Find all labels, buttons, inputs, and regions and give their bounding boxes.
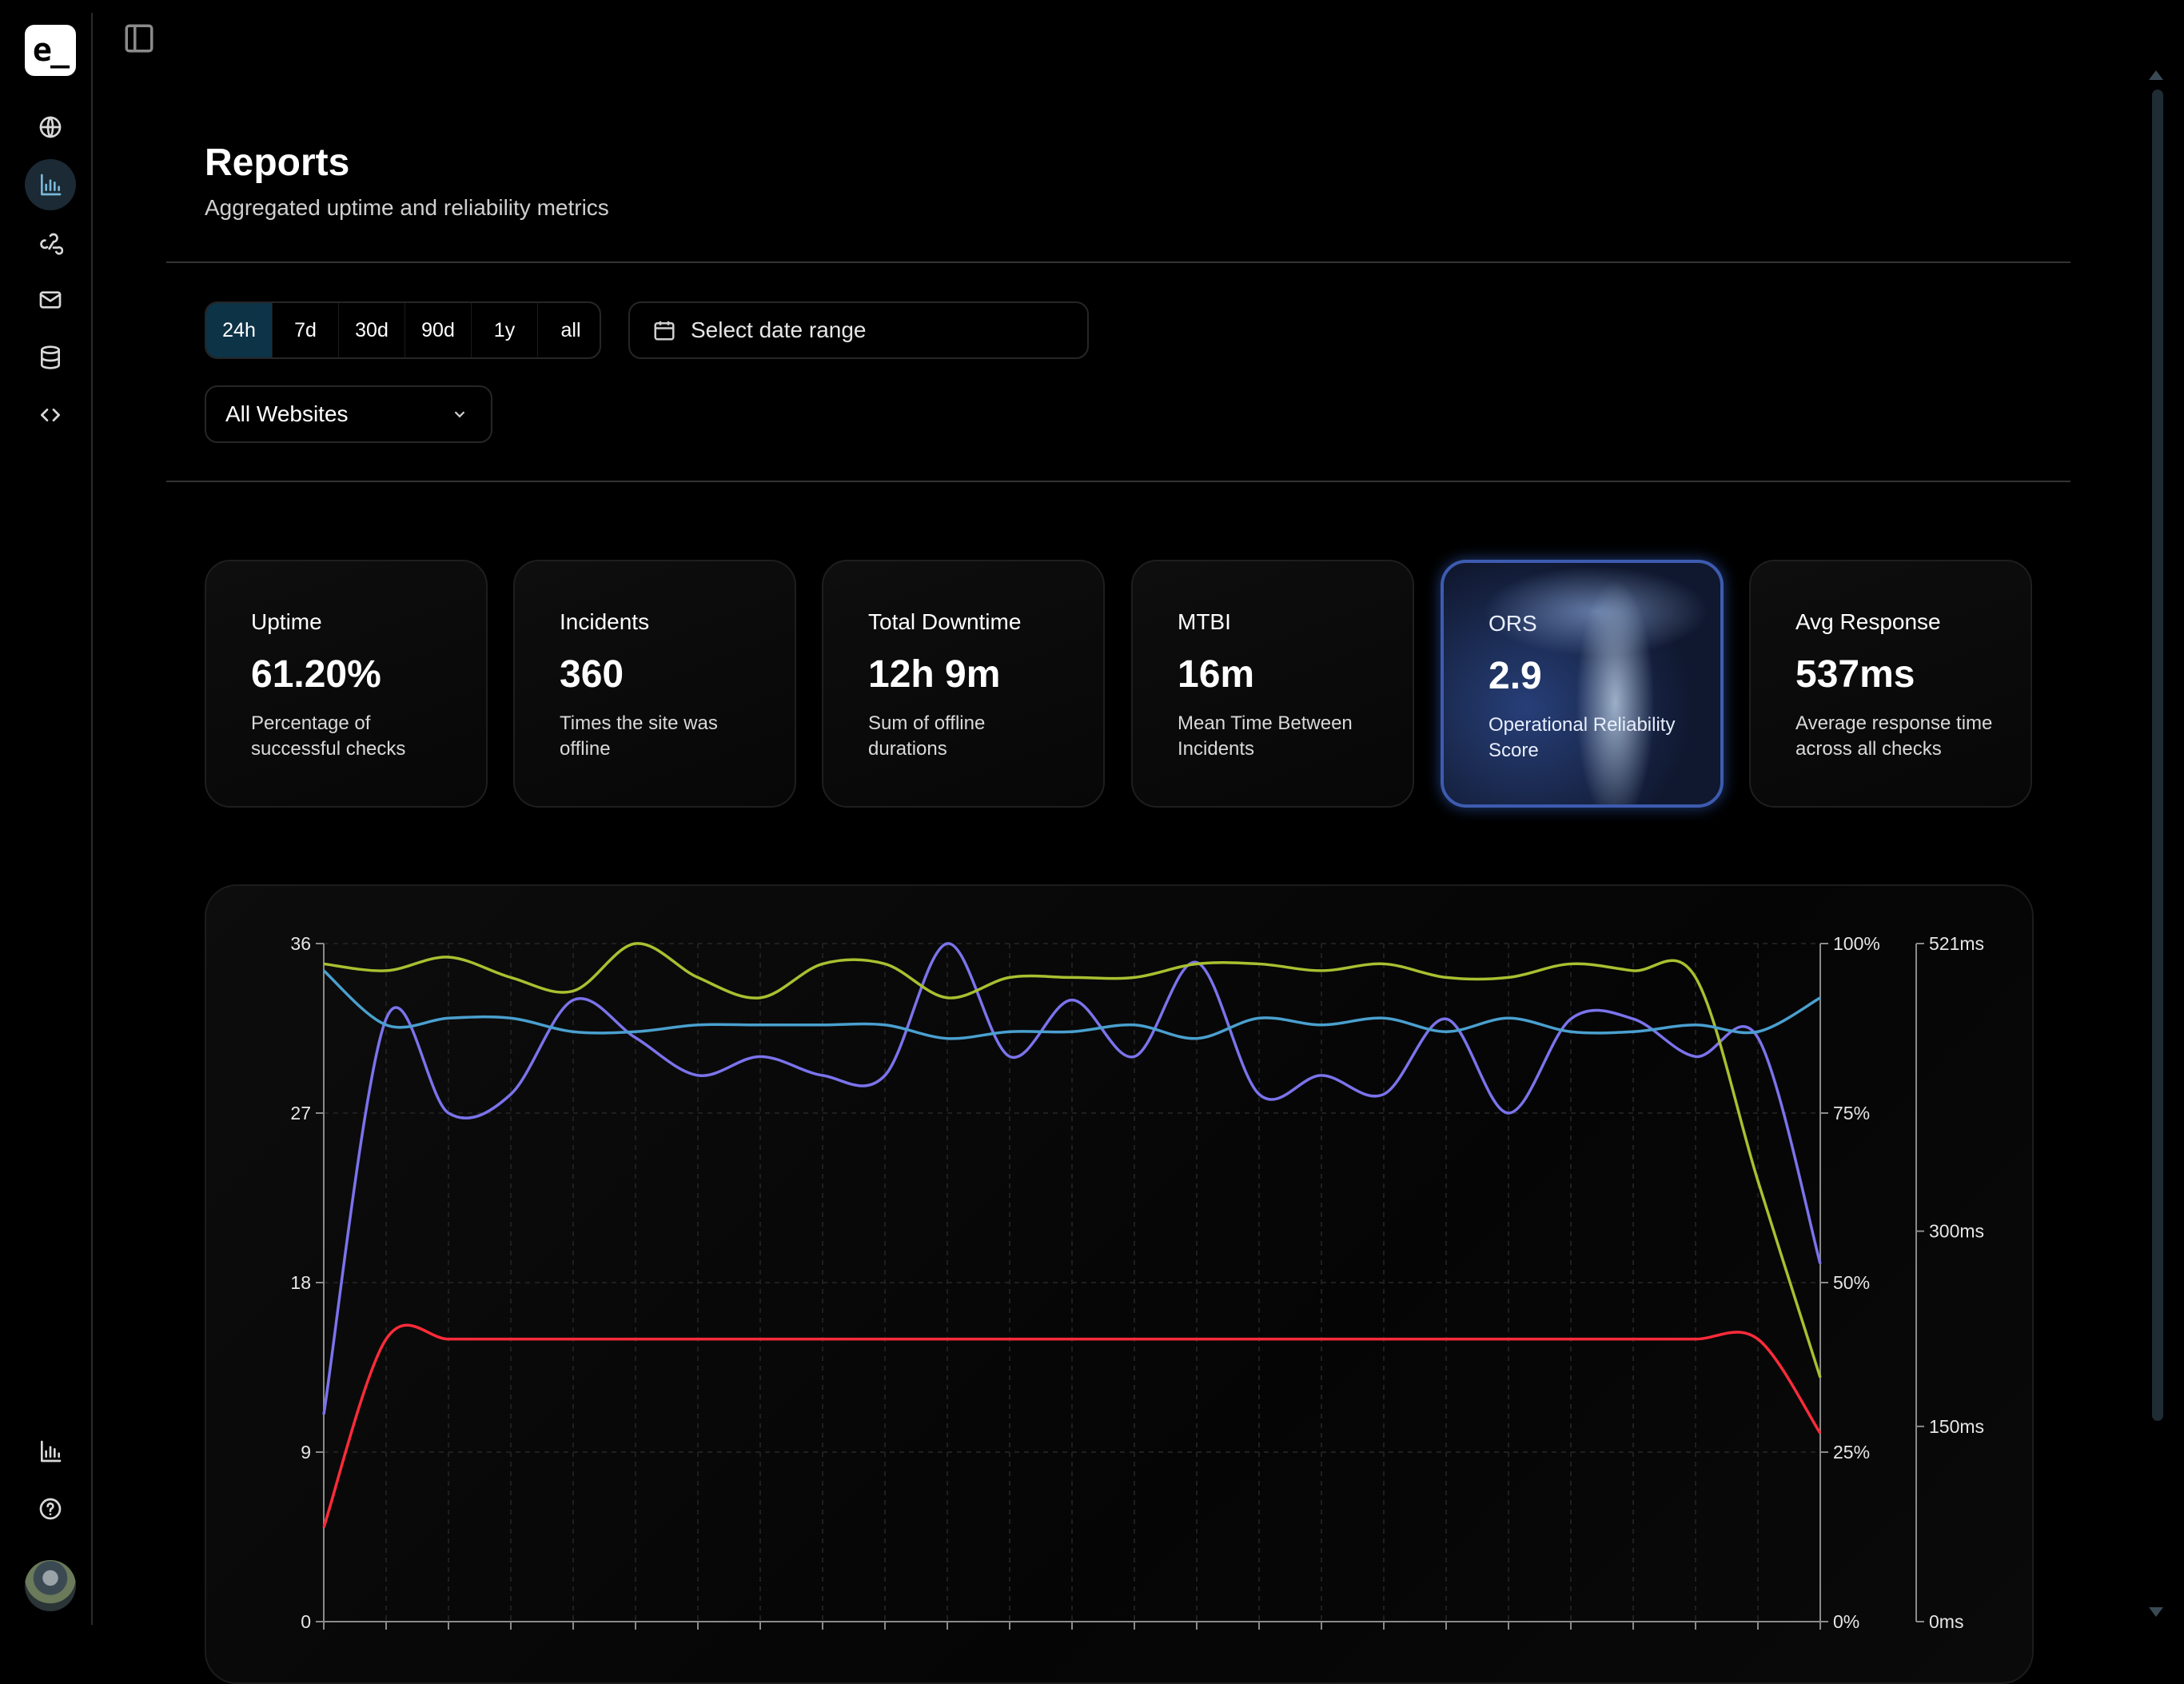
scrollbar-thumb[interactable] — [2152, 90, 2163, 1421]
metric-description: Percentage of successful checks — [251, 712, 406, 760]
series-line-3 — [322, 969, 1821, 1040]
metric-label: MTBI — [1178, 609, 1231, 634]
metric-card-incidents: Incidents 360 Times the site was offline — [513, 560, 796, 808]
metric-value: 61.20% — [251, 653, 381, 696]
series-line-0 — [322, 1323, 1822, 1528]
metric-card-avg-response: Avg Response 537ms Average response time… — [1749, 560, 2032, 808]
left-axis-tick-label: 0 — [301, 1611, 311, 1632]
range-all-button[interactable]: all — [560, 318, 581, 341]
range-30d-button[interactable]: 30d — [339, 303, 405, 357]
metric-value: 2.9 — [1489, 655, 1542, 697]
percent-axis-tick-label: 50% — [1833, 1272, 1870, 1293]
metric-label: Uptime — [251, 609, 322, 634]
help-icon — [39, 1498, 62, 1520]
range-90d-button[interactable]: 90d — [405, 303, 472, 357]
website-select[interactable]: All Websites — [205, 385, 492, 443]
sidebar-item-monitors[interactable] — [25, 102, 76, 153]
page-subtitle: Aggregated uptime and reliability metric… — [205, 195, 609, 220]
bar-chart-icon — [41, 174, 62, 196]
calendar-icon — [654, 321, 675, 341]
sidebar-divider — [91, 13, 93, 1625]
ms-axis-tick-label: 150ms — [1929, 1416, 1984, 1437]
range-24h-button[interactable]: 24h — [206, 303, 273, 357]
webhook-icon — [40, 233, 63, 255]
metric-description: Sum of offline durations — [868, 712, 986, 760]
reports-line-chart: 0 9 18 27 36 0% 25% 50% 75% 100% 0ms 150ms 300ms 521m… — [290, 933, 1984, 1632]
metric-description: Times the site was offline — [560, 712, 718, 760]
page-title: Reports — [205, 142, 350, 184]
metric-label: Incidents — [560, 609, 650, 634]
bar-chart-icon — [41, 1440, 62, 1463]
left-axis-tick-label: 18 — [290, 1272, 311, 1293]
sidebar-panel-icon — [125, 24, 153, 53]
website-select-value: All Websites — [225, 401, 349, 426]
header-divider — [166, 261, 2070, 263]
sidebar-item-webhooks[interactable] — [25, 217, 76, 268]
database-icon — [41, 345, 60, 369]
app-logo[interactable]: e_ — [25, 25, 76, 76]
time-range-selector: 24h 7d 30d 90d 1y all — [205, 301, 601, 359]
metric-card-ors[interactable]: ORS 2.9 Operational Reliability Score — [1441, 560, 1724, 808]
percent-axis-tick-label: 25% — [1833, 1442, 1870, 1463]
metric-description: Mean Time Between Incidents — [1178, 712, 1353, 760]
percent-axis-tick-label: 75% — [1833, 1103, 1870, 1123]
sidebar-item-notifications[interactable] — [25, 274, 76, 325]
scroll-up-arrow[interactable] — [2149, 70, 2163, 80]
metric-label: ORS — [1489, 611, 1537, 636]
date-range-picker[interactable]: Select date range — [628, 301, 1089, 359]
series-line-1 — [322, 942, 1822, 1415]
range-1y-button[interactable]: 1y — [472, 303, 538, 357]
metric-value: 537ms — [1795, 653, 1915, 696]
metric-label: Total Downtime — [868, 609, 1022, 634]
metric-value: 12h 9m — [868, 653, 1001, 696]
percent-axis-tick-label: 100% — [1833, 933, 1880, 954]
toggle-sidebar-button[interactable] — [122, 22, 156, 55]
date-range-placeholder: Select date range — [691, 317, 867, 342]
series-line-2 — [323, 942, 1822, 1379]
left-axis-tick-label: 27 — [290, 1103, 311, 1123]
sidebar-item-reports[interactable] — [25, 159, 76, 210]
metric-value: 360 — [560, 653, 624, 696]
metric-description: Operational Reliability Score — [1489, 714, 1676, 761]
code-icon — [41, 409, 60, 421]
sidebar-item-api[interactable] — [25, 389, 76, 441]
metric-card-mtbi: MTBI 16m Mean Time Between Incidents — [1131, 560, 1414, 808]
sidebar-item-stats[interactable] — [25, 1426, 76, 1477]
avatar[interactable] — [25, 1560, 76, 1611]
range-7d-button[interactable]: 7d — [273, 303, 339, 357]
metric-card-uptime: Uptime 61.20% Percentage of successful c… — [205, 560, 488, 808]
sidebar-item-help[interactable] — [25, 1483, 76, 1534]
left-axis-tick-label: 36 — [290, 933, 311, 954]
metric-card-total-downtime: Total Downtime 12h 9m Sum of offline dur… — [822, 560, 1105, 808]
chart-panel: 0 9 18 27 36 0% 25% 50% 75% 100% 0ms 150ms 300ms 521m… — [205, 884, 2034, 1684]
globe-icon — [39, 116, 62, 138]
metric-description: Average response time across all checks — [1795, 712, 1993, 760]
ms-axis-tick-label: 300ms — [1929, 1221, 1984, 1242]
chevron-down-icon — [454, 411, 465, 418]
ms-axis-tick-label: 521ms — [1929, 933, 1984, 954]
ms-axis-tick-label: 0ms — [1929, 1611, 1963, 1632]
left-axis-tick-label: 9 — [301, 1442, 311, 1463]
percent-axis-tick-label: 0% — [1833, 1611, 1859, 1632]
mail-icon — [39, 291, 62, 309]
sidebar: e_ — [0, 0, 91, 1638]
filters-divider — [166, 481, 2070, 482]
scroll-down-arrow[interactable] — [2149, 1607, 2163, 1617]
sidebar-item-data[interactable] — [25, 332, 76, 383]
metric-value: 16m — [1178, 653, 1255, 696]
metric-label: Avg Response — [1795, 609, 1941, 634]
